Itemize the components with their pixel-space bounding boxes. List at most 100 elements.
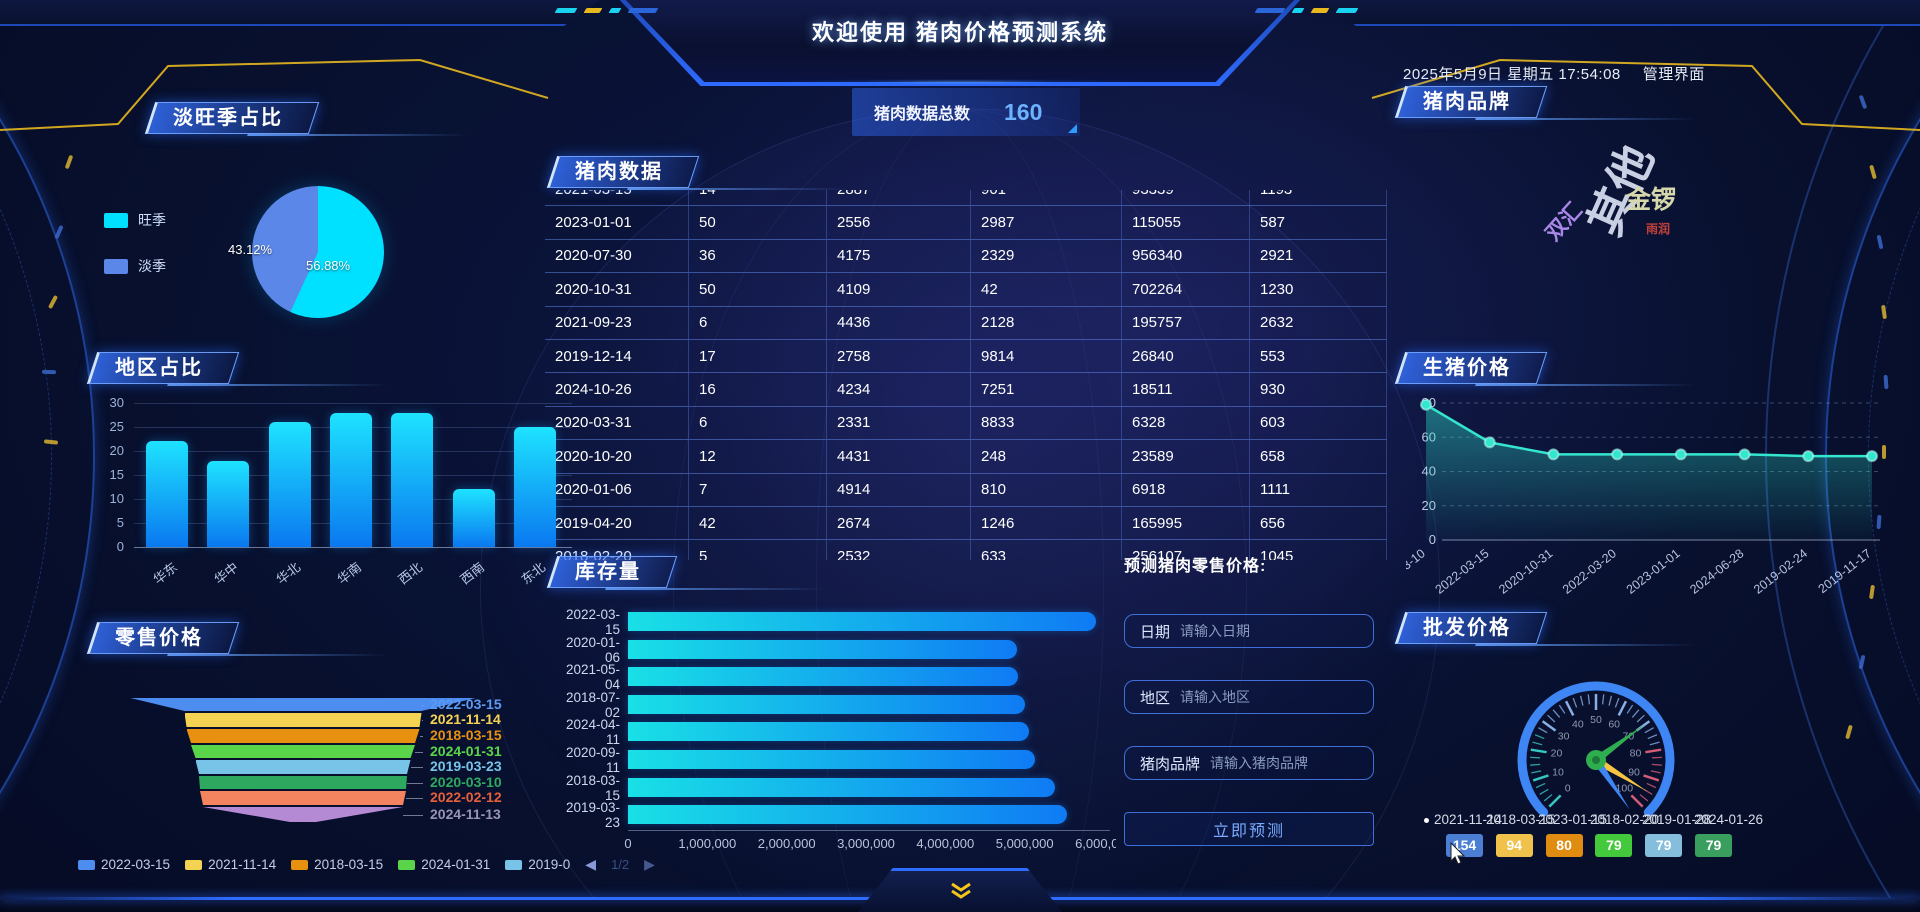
x-axis-tick-label: 6,000,000 <box>1075 836 1116 851</box>
table-cell: 7 <box>689 473 827 506</box>
gauge-tick <box>1547 714 1556 723</box>
yellow-accent-line-left <box>0 58 549 131</box>
funnel-label: 2024-01-31 <box>430 742 502 759</box>
legend-item[interactable]: 2018-03-15 <box>291 857 383 872</box>
brand-input[interactable] <box>1210 755 1363 771</box>
table-cell: 2987 <box>971 206 1122 239</box>
inventory-bar <box>628 722 1029 742</box>
legend-next-arrow-icon[interactable]: ▶ <box>644 856 655 872</box>
funnel-layer[interactable] <box>199 776 407 789</box>
inventory-bar-chart: 2022-03-15 2020-01-06 2021-05-04 2018-07-02… <box>556 598 1116 854</box>
x-axis-category-label: 2019-11-17 <box>1816 546 1874 596</box>
table-cell: 2331 <box>827 406 971 440</box>
legend-prev-arrow-icon[interactable]: ◀ <box>585 856 597 872</box>
gauge-tick-label: 10 <box>1552 766 1564 778</box>
region-input[interactable] <box>1180 689 1363 705</box>
gauge-tick <box>1645 748 1662 754</box>
x-axis-tick-label: 0 <box>624 836 632 851</box>
legend-page-indicator: 1/2 <box>611 857 630 872</box>
panel-title-hog-price: 生猪价格 <box>1394 352 1548 384</box>
funnel-layer[interactable] <box>186 729 420 743</box>
x-axis-category-label: 西北 <box>395 559 426 588</box>
funnel-layer[interactable] <box>203 807 403 822</box>
gauge-needle <box>1592 757 1630 810</box>
legend-swatch <box>505 859 523 870</box>
date-field-label: 日期 <box>1140 623 1171 641</box>
funnel-layer[interactable] <box>195 760 411 774</box>
table-cell: 2024-10-26 <box>545 373 689 406</box>
funnel-layer[interactable] <box>191 745 415 758</box>
date-input[interactable] <box>1180 623 1363 639</box>
table-row: 2020-03-31 6 2331 8833 6328 603 <box>545 406 1387 441</box>
inventory-category-label: 2020-09-11 <box>565 745 620 775</box>
funnel-layer[interactable] <box>200 791 406 805</box>
data-point <box>1738 448 1751 461</box>
wholesale-value-badge[interactable]: 79 <box>1695 834 1732 857</box>
table-cell: 2020-10-20 <box>545 440 689 473</box>
wholesale-date-label: 2018-03-15 <box>1486 812 1556 827</box>
pie-legend-off-season[interactable]: 淡季 <box>104 256 166 276</box>
legend-item[interactable]: 2024-01-31 <box>398 857 490 872</box>
gauge-tick-label: 20 <box>1551 748 1563 760</box>
table-cell: 2128 <box>971 306 1122 339</box>
region-bar <box>207 460 250 547</box>
wholesale-value-badge[interactable]: 94 <box>1495 834 1533 857</box>
panel-title-retail: 零售价格 <box>86 622 240 654</box>
data-point <box>1547 448 1560 461</box>
gauge-tick-label: 0 <box>1565 782 1571 794</box>
gauge-tick <box>1572 697 1578 708</box>
word-cloud-word[interactable]: 金锣 <box>1626 186 1677 214</box>
table-cell: 6328 <box>1122 406 1250 440</box>
date-field[interactable]: 日期 <box>1124 614 1374 648</box>
funnel-label: 2024-11-13 <box>430 805 501 822</box>
brand-field[interactable]: 猪肉品牌 <box>1124 746 1374 780</box>
header-light-streak <box>760 80 1160 84</box>
pie-legend-peak-season[interactable]: 旺季 <box>104 210 166 230</box>
data-point <box>1866 450 1878 463</box>
wholesale-value-badge[interactable]: 79 <box>1645 834 1683 857</box>
wholesale-dates-row: 2021-11-14 2018-03-15 2023-01-15 2018-02-20… <box>1424 812 1784 830</box>
inventory-bar <box>628 667 1019 687</box>
funnel-layer[interactable] <box>130 698 476 711</box>
wholesale-value-badge[interactable]: 80 <box>1545 834 1583 857</box>
gauge-tick <box>1587 694 1591 705</box>
legend-item[interactable]: 2021-11-14 <box>185 857 276 872</box>
inventory-bar <box>628 805 1067 825</box>
gauge-tick-label: 100 <box>1616 782 1634 794</box>
x-axis-tick-label: 5,000,000 <box>995 836 1054 851</box>
admin-interface-label[interactable]: 管理界面 <box>1642 66 1705 83</box>
gauge-tick <box>1558 704 1566 714</box>
legend-item[interactable]: 2022-03-15 <box>78 857 170 872</box>
chevron-down-icon[interactable] <box>948 882 974 902</box>
predict-now-button[interactable]: 立即预测 <box>1124 812 1374 846</box>
wholesale-date-label: 2023-01-15 <box>1538 812 1608 827</box>
table-cell: 256107 <box>1122 540 1250 560</box>
table-cell: 195757 <box>1122 306 1250 339</box>
y-axis-tick-label: 20 <box>109 443 124 458</box>
legend-swatch <box>78 859 95 870</box>
legend-swatch <box>398 859 416 870</box>
table-cell: 1246 <box>971 506 1122 540</box>
table-cell: 2020-03-31 <box>545 406 689 440</box>
word-cloud-word[interactable]: 雨润 <box>1646 222 1671 236</box>
table-row: 2019-12-14 17 2758 9814 26840 553 <box>545 339 1387 374</box>
gauge-tick <box>1535 782 1546 789</box>
gauge-tick <box>1650 770 1661 774</box>
table-cell: 1045 <box>1250 540 1387 560</box>
wholesale-value-badge[interactable]: 79 <box>1595 834 1633 857</box>
x-axis-category-label: 2024-06-28 <box>1687 546 1746 596</box>
region-bar <box>452 489 495 547</box>
funnel-label-connector <box>415 751 423 753</box>
inventory-bar <box>628 694 1025 714</box>
table-cell: 14 <box>689 190 827 206</box>
gauge-tick <box>1649 741 1660 746</box>
legend-item[interactable]: 2019-0 <box>505 857 570 872</box>
table-cell: 4914 <box>827 473 971 506</box>
region-field[interactable]: 地区 <box>1124 680 1374 714</box>
x-axis-line <box>628 830 1110 831</box>
datetime-bar: 2025年5月9日 星期五 17:54:08 管理界面 <box>1403 63 1705 84</box>
funnel-layer[interactable] <box>184 713 422 727</box>
table-cell: 26840 <box>1122 339 1250 373</box>
gauge-tick <box>1538 727 1548 734</box>
gauge-tick <box>1579 695 1584 706</box>
